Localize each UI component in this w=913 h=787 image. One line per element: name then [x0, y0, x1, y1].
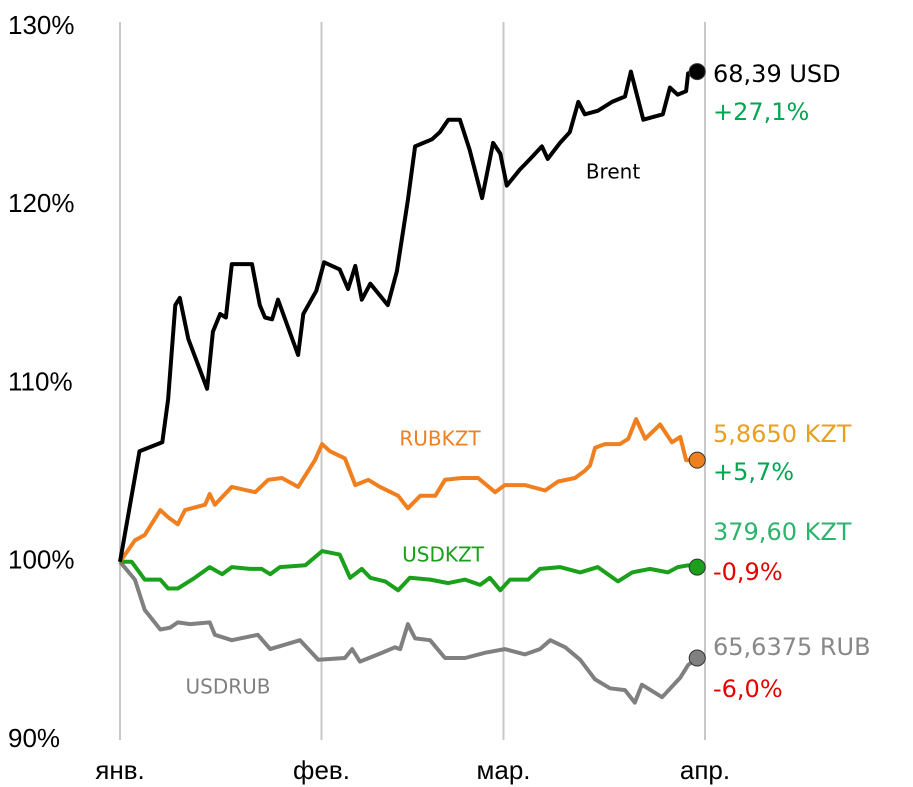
end-marker [688, 63, 706, 81]
y-tick-label: 100% [8, 545, 75, 575]
y-tick-label: 120% [8, 188, 75, 218]
end-value-label: 68,39 USD [713, 60, 841, 88]
y-tick-label: 110% [8, 366, 73, 396]
x-tick-label: янв. [95, 755, 144, 785]
series-label: USDKZT [402, 543, 485, 567]
series-line [118, 560, 699, 705]
y-tick-label: 90% [8, 723, 60, 753]
end-marker [688, 558, 706, 576]
end-marker [688, 451, 706, 469]
change-label: +5,7% [713, 458, 794, 486]
change-label: -6,0% [713, 675, 783, 703]
x-tick-label: фев. [293, 755, 350, 785]
end-value-label: 5,8650 KZT [713, 420, 852, 448]
series-line [120, 549, 698, 593]
series-label: USDRUB [186, 675, 271, 699]
series-label: RUBKZT [399, 427, 481, 451]
series-line [118, 69, 698, 563]
series-line [118, 417, 698, 563]
series-label: Brent [586, 160, 640, 184]
change-label: -0,9% [713, 558, 783, 586]
end-value-label: 379,60 KZT [713, 518, 852, 546]
end-marker [688, 649, 706, 667]
y-tick-label: 130% [8, 10, 75, 40]
x-tick-label: апр. [680, 755, 730, 785]
x-tick-label: мар. [476, 755, 530, 785]
change-label: +27,1% [713, 98, 809, 126]
end-value-label: 65,6375 RUB [713, 633, 871, 661]
